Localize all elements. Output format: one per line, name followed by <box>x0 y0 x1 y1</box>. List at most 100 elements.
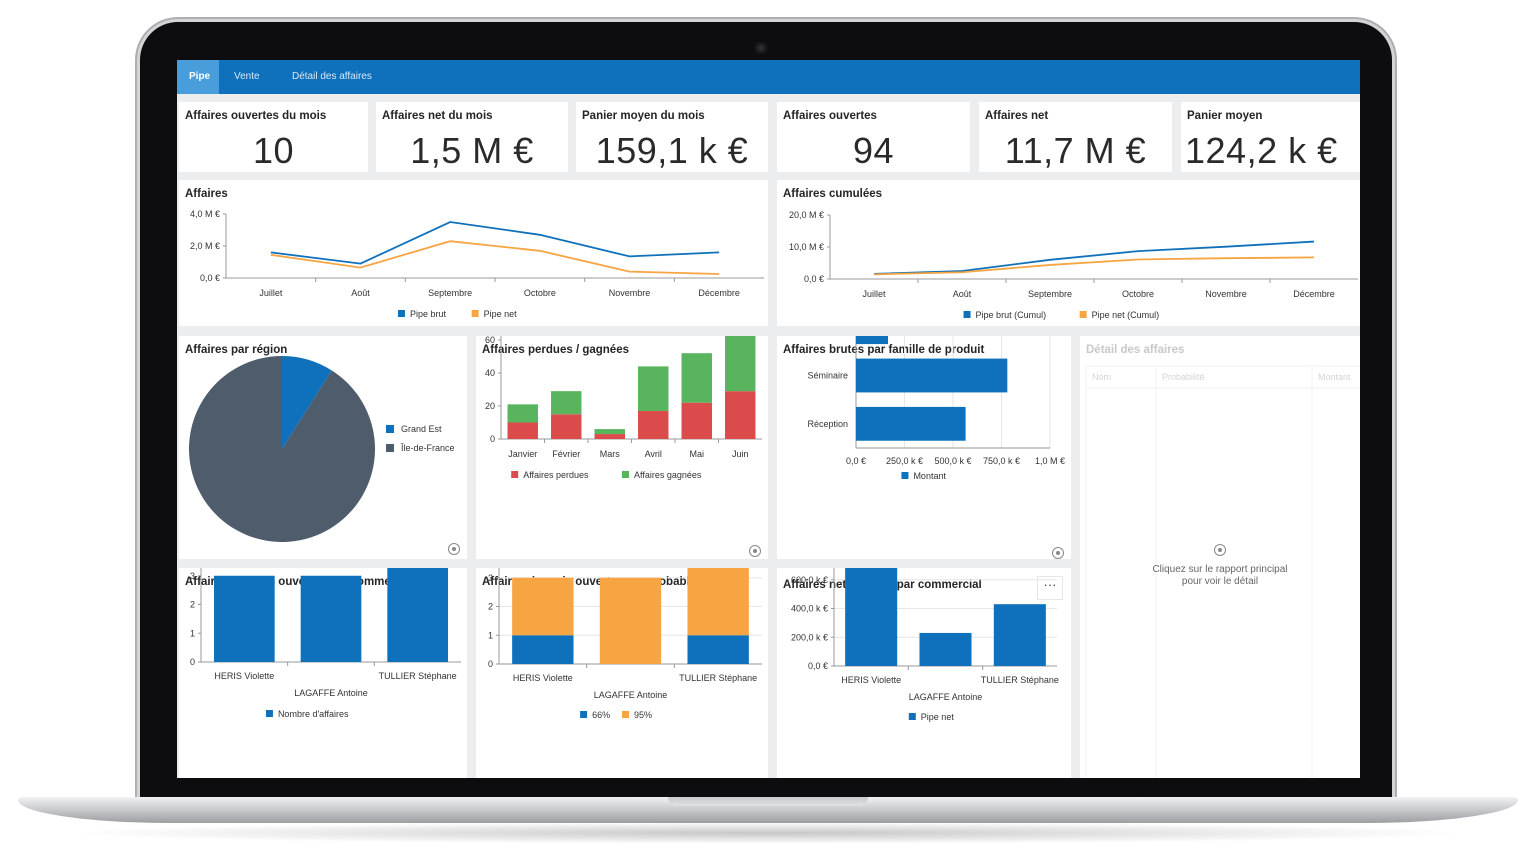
kpi-card[interactable]: Panier moyen 124,2 k € <box>1181 102 1360 172</box>
kpi-card[interactable]: Affaires ouvertes du mois 10 <box>179 102 368 172</box>
y-tick-label: 0 <box>488 659 493 669</box>
x-tick-label: Mai <box>689 449 704 459</box>
y-tick-label: 40 <box>485 368 495 378</box>
y-tick-label: 0,0 € <box>804 274 824 284</box>
commercial-bar-card[interactable]: Affaires du mois ouvertes par commercial… <box>179 568 467 778</box>
cumul-line-chart: 0,0 € 10,0 M € 20,0 M € Juillet Août Septembr… <box>789 210 1358 320</box>
bar-66- <box>687 635 749 664</box>
column-header-nom[interactable]: Nom <box>1092 372 1112 382</box>
kpi-value: 94 <box>852 130 895 171</box>
x-tick-label: Octobre <box>524 288 556 298</box>
legend-swatch <box>580 711 588 718</box>
focus-mode-icon <box>1214 544 1226 556</box>
famille-bar-card[interactable]: Affaires brutes par famille de produit 0… <box>777 336 1071 559</box>
x-tick-label: Août <box>351 288 370 298</box>
dashboard-screen: Pipe Vente Détail des affaires Affaires … <box>177 60 1360 778</box>
focus-mode-icon[interactable] <box>1052 547 1064 559</box>
y-tick-label: 20 <box>485 401 495 411</box>
detail-title: Détail des affaires <box>1086 344 1185 356</box>
y-tick-label: 600,0 k € <box>791 575 828 585</box>
bar-affaires-gagn-es <box>551 391 582 415</box>
x-tick-label: Mars <box>600 449 620 459</box>
tab-detail-affaires[interactable]: Détail des affaires <box>292 71 372 82</box>
x-tick-label: LAGAFFE Antoine <box>594 690 668 700</box>
column-header-montant[interactable]: Montant <box>1318 372 1351 382</box>
legend-label: Pipe net (Cumul) <box>1092 310 1160 320</box>
bar-affaires-perdues <box>594 434 625 439</box>
chart-title: Affaires par région <box>185 344 288 356</box>
bar-nombre-d-affaires <box>387 568 448 662</box>
legend-swatch <box>908 713 916 720</box>
kpi-card[interactable]: Affaires ouvertes 94 <box>777 102 970 172</box>
net-commercial-bar-chart: 0,0 €200,0 k €400,0 k €600,0 k €800,0 k … <box>791 568 1059 722</box>
kpi-title: Affaires ouvertes du mois <box>185 110 327 122</box>
chart-title: Affaires cumulées <box>783 188 883 200</box>
perdues-bar-card[interactable]: Affaires perdues / gagnées 020406080Janv… <box>476 336 768 559</box>
y-tick-label: 1 <box>190 628 195 638</box>
bar-66- <box>512 635 574 664</box>
detail-hint-line2: pour voir le détail <box>1181 576 1259 587</box>
cumul-line-card[interactable]: Affaires cumulées 0,0 € 10,0 M € 20,0 M € J… <box>777 180 1360 326</box>
webcam-icon <box>755 42 767 54</box>
x-tick-label: Décembre <box>698 288 740 298</box>
bar-affaires-perdues <box>638 410 669 439</box>
affaires-line-chart: 0,0 € 2,0 M € 4,0 M € Juillet Août Septembre O… <box>190 209 764 319</box>
x-tick-label: Septembre <box>1028 289 1072 299</box>
kpi-title: Affaires net du mois <box>382 110 493 122</box>
legend-swatch <box>265 710 273 717</box>
kpi-title: Affaires net <box>985 110 1049 122</box>
y-tick-label: 3 <box>488 573 493 583</box>
x-tick-label: HERIS Violette <box>513 673 573 683</box>
chart-title: Affaires brutes par famille de produit <box>783 344 985 356</box>
bar-95- <box>687 568 749 636</box>
x-tick-label: 500,0 k € <box>934 456 971 466</box>
bar-montant <box>856 358 1008 393</box>
perdues-bar-chart: 020406080JanvierFévrierMarsAvrilMaiJuinA… <box>485 336 762 480</box>
y-tick-label: 60 <box>485 336 495 345</box>
net-commercial-bar-card[interactable]: Affaires net du mois par commercial ··· … <box>777 568 1071 778</box>
chart-plot-group: 0,0 €200,0 k €400,0 k €600,0 k €800,0 k … <box>791 568 1059 722</box>
legend-label: Affaires gagnées <box>634 470 702 480</box>
kpi-card[interactable]: Affaires net du mois 1,5 M € <box>376 102 568 172</box>
bar-95- <box>512 577 574 636</box>
kpi-title: Panier moyen du mois <box>582 110 705 122</box>
laptop-notch <box>668 797 868 806</box>
focus-mode-icon[interactable] <box>749 545 761 557</box>
y-tick-label: 1 <box>488 630 493 640</box>
x-tick-label: Octobre <box>1122 289 1154 299</box>
legend-swatch <box>963 311 971 318</box>
kpi-card[interactable]: Affaires net 11,7 M € <box>979 102 1172 172</box>
y-tick-label: 0 <box>490 434 495 444</box>
x-tick-label: Avril <box>645 449 662 459</box>
tab-vente[interactable]: Vente <box>234 71 260 82</box>
x-tick-label: Juillet <box>862 289 886 299</box>
legend-swatch <box>397 310 405 317</box>
y-tick-label: 3 <box>190 571 195 581</box>
y-tick-label: Réception <box>807 419 848 429</box>
chart-plot-group: 020406080JanvierFévrierMarsAvrilMaiJuinA… <box>485 336 762 480</box>
x-tick-label: HERIS Violette <box>214 671 274 681</box>
detail-hint-line1: Cliquez sur le rapport principal <box>1152 564 1288 575</box>
focus-mode-icon[interactable] <box>448 543 460 555</box>
y-tick-label: 10,0 M € <box>789 242 824 252</box>
tab-pipe[interactable]: Pipe <box>177 60 219 94</box>
y-tick-label: 20,0 M € <box>789 210 824 220</box>
kpi-value: 1,5 M € <box>410 130 534 171</box>
y-tick-label: 0,0 € <box>200 273 220 283</box>
y-tick-label: Séminaire <box>807 371 848 381</box>
detail-affaires-card[interactable]: Détail des affaires Nom Probabilité Mont… <box>1080 336 1360 778</box>
chart-plot-group: 0,0 €250,0 k €500,0 k €750,0 k €1,0 M €T… <box>807 336 1065 481</box>
x-tick-label: Septembre <box>428 288 472 298</box>
probabilite-bar-card[interactable]: Affaires du mois ouvertes par probabilit… <box>476 568 768 778</box>
x-tick-label: Février <box>552 449 580 459</box>
x-tick-label: 1,0 M € <box>1035 456 1065 466</box>
kpi-value: 159,1 k € <box>595 130 749 171</box>
region-pie-card[interactable]: Affaires par région Grand Est Île-de-Fran… <box>179 336 467 559</box>
column-header-probabilite[interactable]: Probabilité <box>1162 372 1205 382</box>
y-tick-label: 2 <box>488 602 493 612</box>
affaires-line-card[interactable]: Affaires 0,0 € 2,0 M € 4,0 M € Juillet Août S… <box>179 180 768 326</box>
kpi-card[interactable]: Panier moyen du mois 159,1 k € <box>576 102 768 172</box>
